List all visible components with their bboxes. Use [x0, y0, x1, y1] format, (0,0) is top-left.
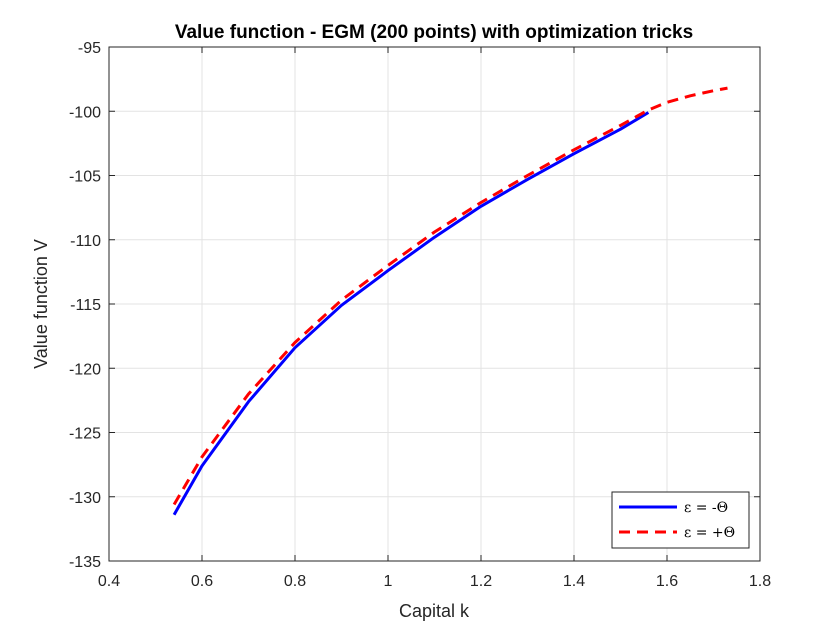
series-lines: [172, 86, 728, 516]
y-tick-label: -105: [69, 169, 101, 186]
x-tick-label: 0.4: [98, 573, 120, 590]
y-tick-label: -135: [69, 554, 101, 571]
y-tick-label: -125: [69, 426, 101, 443]
grid-lines: [108, 46, 761, 562]
axis-ticks: 0.4 0.6 0.8 1 1.2 1.4 1.6 1.8 -135 -130 -125 -120 -1…: [69, 40, 771, 590]
series-line-1: [172, 86, 728, 506]
x-axis-label: Capital k: [399, 601, 470, 621]
legend-label-series-0: ε = -Θ: [684, 500, 728, 516]
chart-title: Value function - EGM (200 points) with o…: [175, 22, 693, 43]
x-tick-label: 0.6: [191, 573, 213, 590]
x-tick-label: 0.8: [284, 573, 306, 590]
x-tick-label: 1: [384, 573, 393, 590]
y-tick-label: -120: [69, 361, 101, 378]
y-tick-label: -110: [70, 233, 101, 250]
x-tick-label: 1.2: [470, 573, 492, 590]
y-tick-label: -100: [69, 104, 101, 121]
series-line-0: [172, 111, 650, 516]
y-tick-label: -130: [69, 490, 101, 507]
x-tick-label: 1.4: [563, 573, 585, 590]
x-tick-label: 1.6: [656, 573, 678, 590]
y-tick-label: -115: [70, 297, 101, 314]
legend-box: [611, 491, 750, 549]
y-axis-label: Value function V: [31, 239, 51, 369]
legend: ε = -Θ ε = +Θ: [611, 491, 750, 549]
y-tick-label: -95: [78, 40, 101, 57]
legend-label-series-1: ε = +Θ: [684, 525, 735, 541]
x-tick-label: 1.8: [749, 573, 771, 590]
